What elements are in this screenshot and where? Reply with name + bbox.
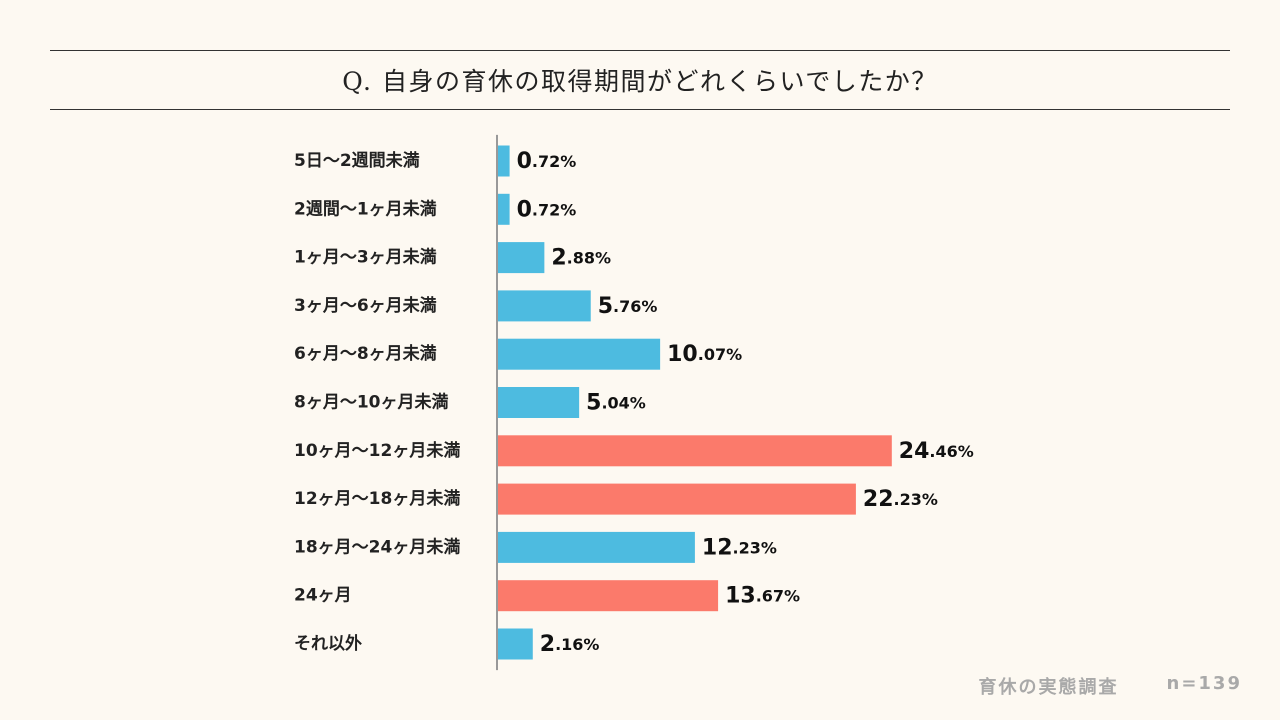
bar — [498, 629, 533, 660]
value-label: 5.76% — [598, 294, 658, 319]
category-label: 3ヶ月〜6ヶ月未満 — [294, 295, 437, 316]
value-label: 5.04% — [586, 391, 646, 416]
value-label: 13.67% — [725, 584, 800, 609]
bar — [498, 387, 579, 418]
category-label: 5日〜2週間未満 — [294, 150, 420, 171]
category-label: 1ヶ月〜3ヶ月未満 — [294, 247, 437, 268]
category-label: 8ヶ月〜10ヶ月未満 — [294, 392, 449, 413]
value-label: 2.16% — [540, 632, 600, 657]
category-label: それ以外 — [294, 633, 362, 654]
value-label: 0.72% — [517, 197, 577, 222]
value-label: 24.46% — [899, 439, 974, 464]
category-label: 2週間〜1ヶ月未満 — [294, 198, 437, 219]
value-label: 12.23% — [702, 535, 777, 560]
value-label: 2.88% — [551, 246, 611, 271]
category-label: 12ヶ月〜18ヶ月未満 — [294, 488, 460, 509]
bar — [498, 580, 718, 611]
bar — [498, 532, 695, 563]
bar — [498, 435, 892, 466]
category-label: 6ヶ月〜8ヶ月未満 — [294, 343, 437, 364]
value-label: 10.07% — [667, 342, 742, 367]
value-label: 0.72% — [517, 149, 577, 174]
category-label: 10ヶ月〜12ヶ月未満 — [294, 440, 460, 461]
bar — [498, 290, 591, 321]
bar-chart: 5日〜2週間未満 0.72% 2週間〜1ヶ月未満 0.72% 1ヶ月〜3ヶ月未満 2.88… — [0, 0, 1280, 720]
bar — [498, 194, 510, 225]
category-label: 24ヶ月 — [294, 586, 352, 606]
value-label: 22.23% — [863, 487, 938, 512]
bar — [498, 339, 660, 370]
bar — [498, 484, 856, 515]
bar — [498, 146, 510, 177]
footer: 育休の実態調査 n=139 — [979, 673, 1242, 699]
category-label: 18ヶ月〜24ヶ月未満 — [294, 536, 460, 557]
survey-source: 育休の実態調査 — [979, 673, 1119, 699]
bar — [498, 242, 544, 273]
sample-size: n=139 — [1167, 673, 1242, 699]
